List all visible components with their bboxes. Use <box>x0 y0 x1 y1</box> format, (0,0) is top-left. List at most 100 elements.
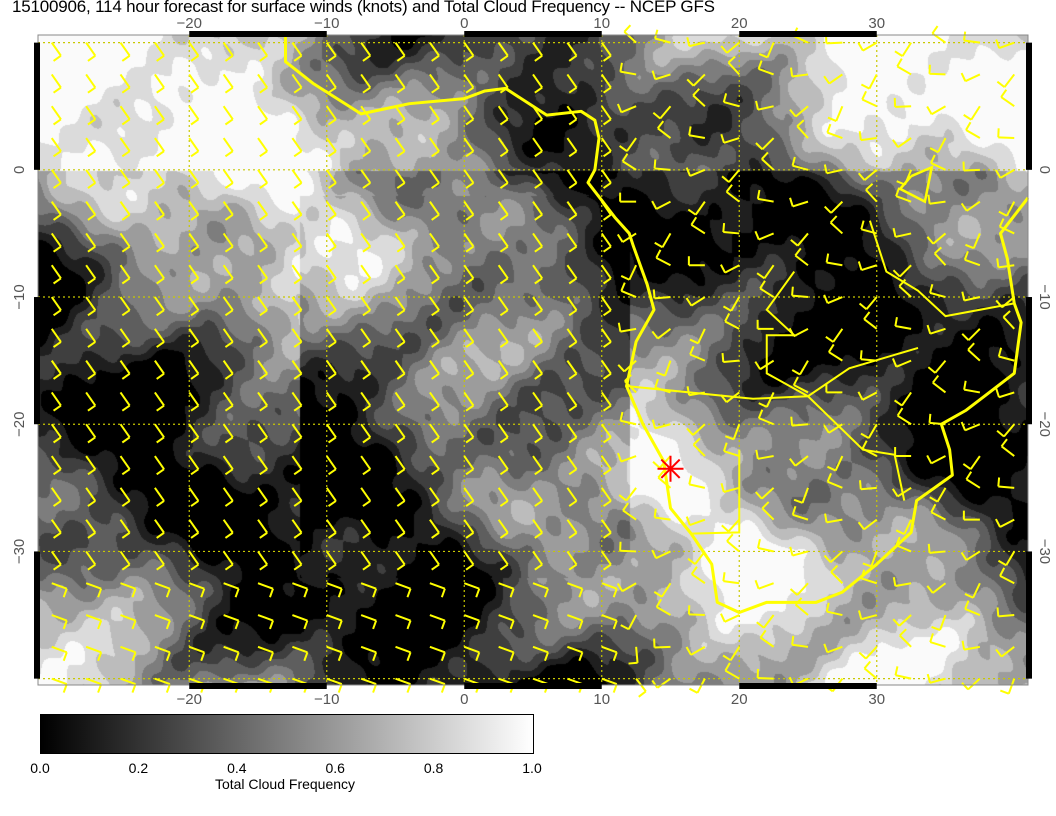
wind-barb-staff <box>1000 445 1015 457</box>
wind-barb <box>395 614 412 630</box>
wind-barb-staff <box>932 381 947 394</box>
wind-barb <box>790 416 809 427</box>
wind-barb-feather <box>303 588 309 598</box>
wind-barb <box>119 391 131 412</box>
wind-barb <box>756 668 774 680</box>
wind-barb <box>961 677 981 691</box>
wind-barb-feather <box>685 516 691 526</box>
wind-barb-feather <box>686 427 694 436</box>
wind-barb-feather <box>899 628 907 637</box>
wind-barb-feather <box>858 651 867 660</box>
wind-barb-staff <box>600 423 612 438</box>
wind-barb-feather <box>690 566 698 575</box>
wind-barb-staff <box>865 296 878 310</box>
wind-barb <box>601 614 618 630</box>
wind-barb-staff <box>360 582 377 590</box>
wind-barb <box>85 232 97 253</box>
wind-barb-feather <box>758 53 768 59</box>
wind-barb-staff <box>532 42 543 57</box>
wind-barb <box>429 519 440 539</box>
wind-barb <box>623 24 637 44</box>
wind-barb <box>223 582 240 598</box>
wind-barb-staff <box>801 487 809 504</box>
wind-barb <box>653 582 672 598</box>
wind-barb-staff <box>360 645 377 654</box>
wind-barb-feather <box>200 588 206 598</box>
wind-barb-staff <box>863 318 878 330</box>
wind-barb-feather <box>121 86 131 94</box>
wind-barb-staff <box>291 232 303 248</box>
wind-barb-staff <box>325 105 337 120</box>
wind-barb <box>50 42 62 62</box>
wind-barb-feather <box>190 309 200 317</box>
wind-barb <box>325 296 337 317</box>
wind-barb <box>823 164 843 175</box>
wind-barb-feather <box>653 508 657 518</box>
wind-barb-feather <box>622 502 629 512</box>
wind-barb-feather <box>685 297 693 307</box>
wind-barb-feather <box>156 182 165 189</box>
wind-barb-staff <box>1000 96 1015 108</box>
wind-barb-staff <box>85 455 97 470</box>
wind-barb-staff <box>360 677 377 686</box>
wind-barb <box>257 614 274 630</box>
wind-barb-feather <box>858 302 868 311</box>
wind-barb-feather <box>860 432 870 439</box>
wind-barb <box>995 168 1015 179</box>
wind-barb <box>532 519 543 539</box>
wind-barb-feather <box>362 213 371 221</box>
wind-barb-feather <box>396 54 406 62</box>
wind-barb-feather <box>932 374 940 384</box>
wind-barb-feather <box>616 582 624 592</box>
wind-barb-staff <box>394 137 406 152</box>
wind-barb-staff <box>154 550 165 566</box>
wind-barb-feather <box>362 182 371 189</box>
wind-barb <box>896 407 912 426</box>
wind-barb-feather <box>926 105 933 115</box>
wind-barb-staff <box>689 518 706 527</box>
wind-barb-feather <box>857 610 863 620</box>
lat-tick-label-right: −20 <box>1036 412 1053 437</box>
wind-barb-staff <box>50 550 62 566</box>
wind-barb <box>257 582 274 598</box>
wind-barb-feather <box>544 588 549 598</box>
wind-barb-staff <box>394 296 406 311</box>
wind-barb-feather <box>293 213 303 221</box>
wind-barb <box>498 614 515 630</box>
wind-barb <box>395 677 412 693</box>
wind-barb <box>823 73 843 85</box>
wind-barb-staff <box>291 169 303 184</box>
wind-barb <box>291 550 303 571</box>
wind-barb-staff <box>360 73 372 89</box>
wind-barb-staff <box>50 328 62 343</box>
wind-barb <box>50 264 62 285</box>
wind-barb-staff <box>998 41 1015 50</box>
wind-barb <box>463 201 475 221</box>
wind-barb-staff <box>394 391 406 407</box>
wind-barb-feather <box>858 131 862 141</box>
wind-barb <box>724 313 740 330</box>
wind-barb <box>654 29 671 44</box>
wind-barb-feather <box>568 404 578 412</box>
wind-barb-staff <box>50 73 62 89</box>
wind-barb-staff <box>861 228 878 235</box>
wind-barb-feather <box>961 640 966 650</box>
wind-barb <box>860 423 878 439</box>
wind-barb-feather <box>87 213 96 221</box>
wind-barb <box>497 550 509 571</box>
wind-barb-staff <box>291 455 303 470</box>
wind-barb-feather <box>995 648 1003 658</box>
wind-barb-staff <box>835 105 844 122</box>
wind-barb-feather <box>52 245 62 253</box>
colorbar-title: Total Cloud Frequency <box>214 776 356 792</box>
wind-barb-feather <box>930 154 936 164</box>
wind-barb-staff <box>394 169 406 184</box>
wind-barb-staff <box>85 550 97 566</box>
wind-barb-staff <box>970 105 981 121</box>
wind-barb <box>624 374 637 394</box>
wind-barb-staff <box>222 455 234 470</box>
wind-barb-staff <box>291 328 303 343</box>
wind-barb-staff <box>868 73 878 90</box>
wind-barb-feather <box>62 683 68 693</box>
wind-barb <box>291 391 303 412</box>
